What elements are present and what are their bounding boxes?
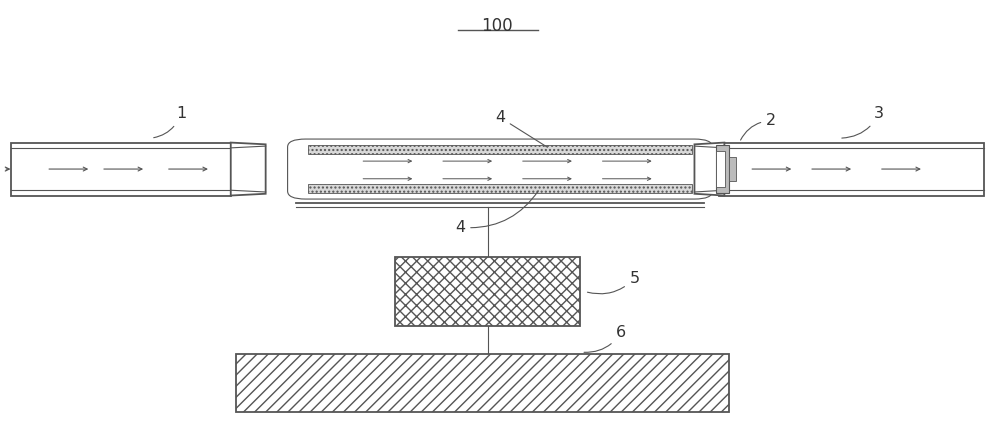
Polygon shape (716, 151, 725, 187)
Text: 6: 6 (584, 325, 626, 353)
Polygon shape (308, 145, 692, 154)
Polygon shape (308, 185, 692, 193)
FancyBboxPatch shape (288, 139, 712, 199)
Polygon shape (11, 143, 231, 195)
Text: 1: 1 (154, 107, 186, 138)
Text: 2: 2 (741, 113, 776, 140)
Polygon shape (694, 143, 724, 195)
Text: 3: 3 (842, 107, 884, 138)
Polygon shape (231, 143, 266, 195)
Polygon shape (716, 145, 729, 193)
Polygon shape (236, 354, 729, 412)
Text: 4: 4 (455, 191, 538, 235)
Text: 5: 5 (587, 271, 640, 294)
Text: 100: 100 (481, 17, 513, 35)
Polygon shape (395, 257, 580, 326)
Polygon shape (719, 143, 984, 195)
Polygon shape (729, 157, 736, 181)
Text: 4: 4 (495, 110, 548, 147)
